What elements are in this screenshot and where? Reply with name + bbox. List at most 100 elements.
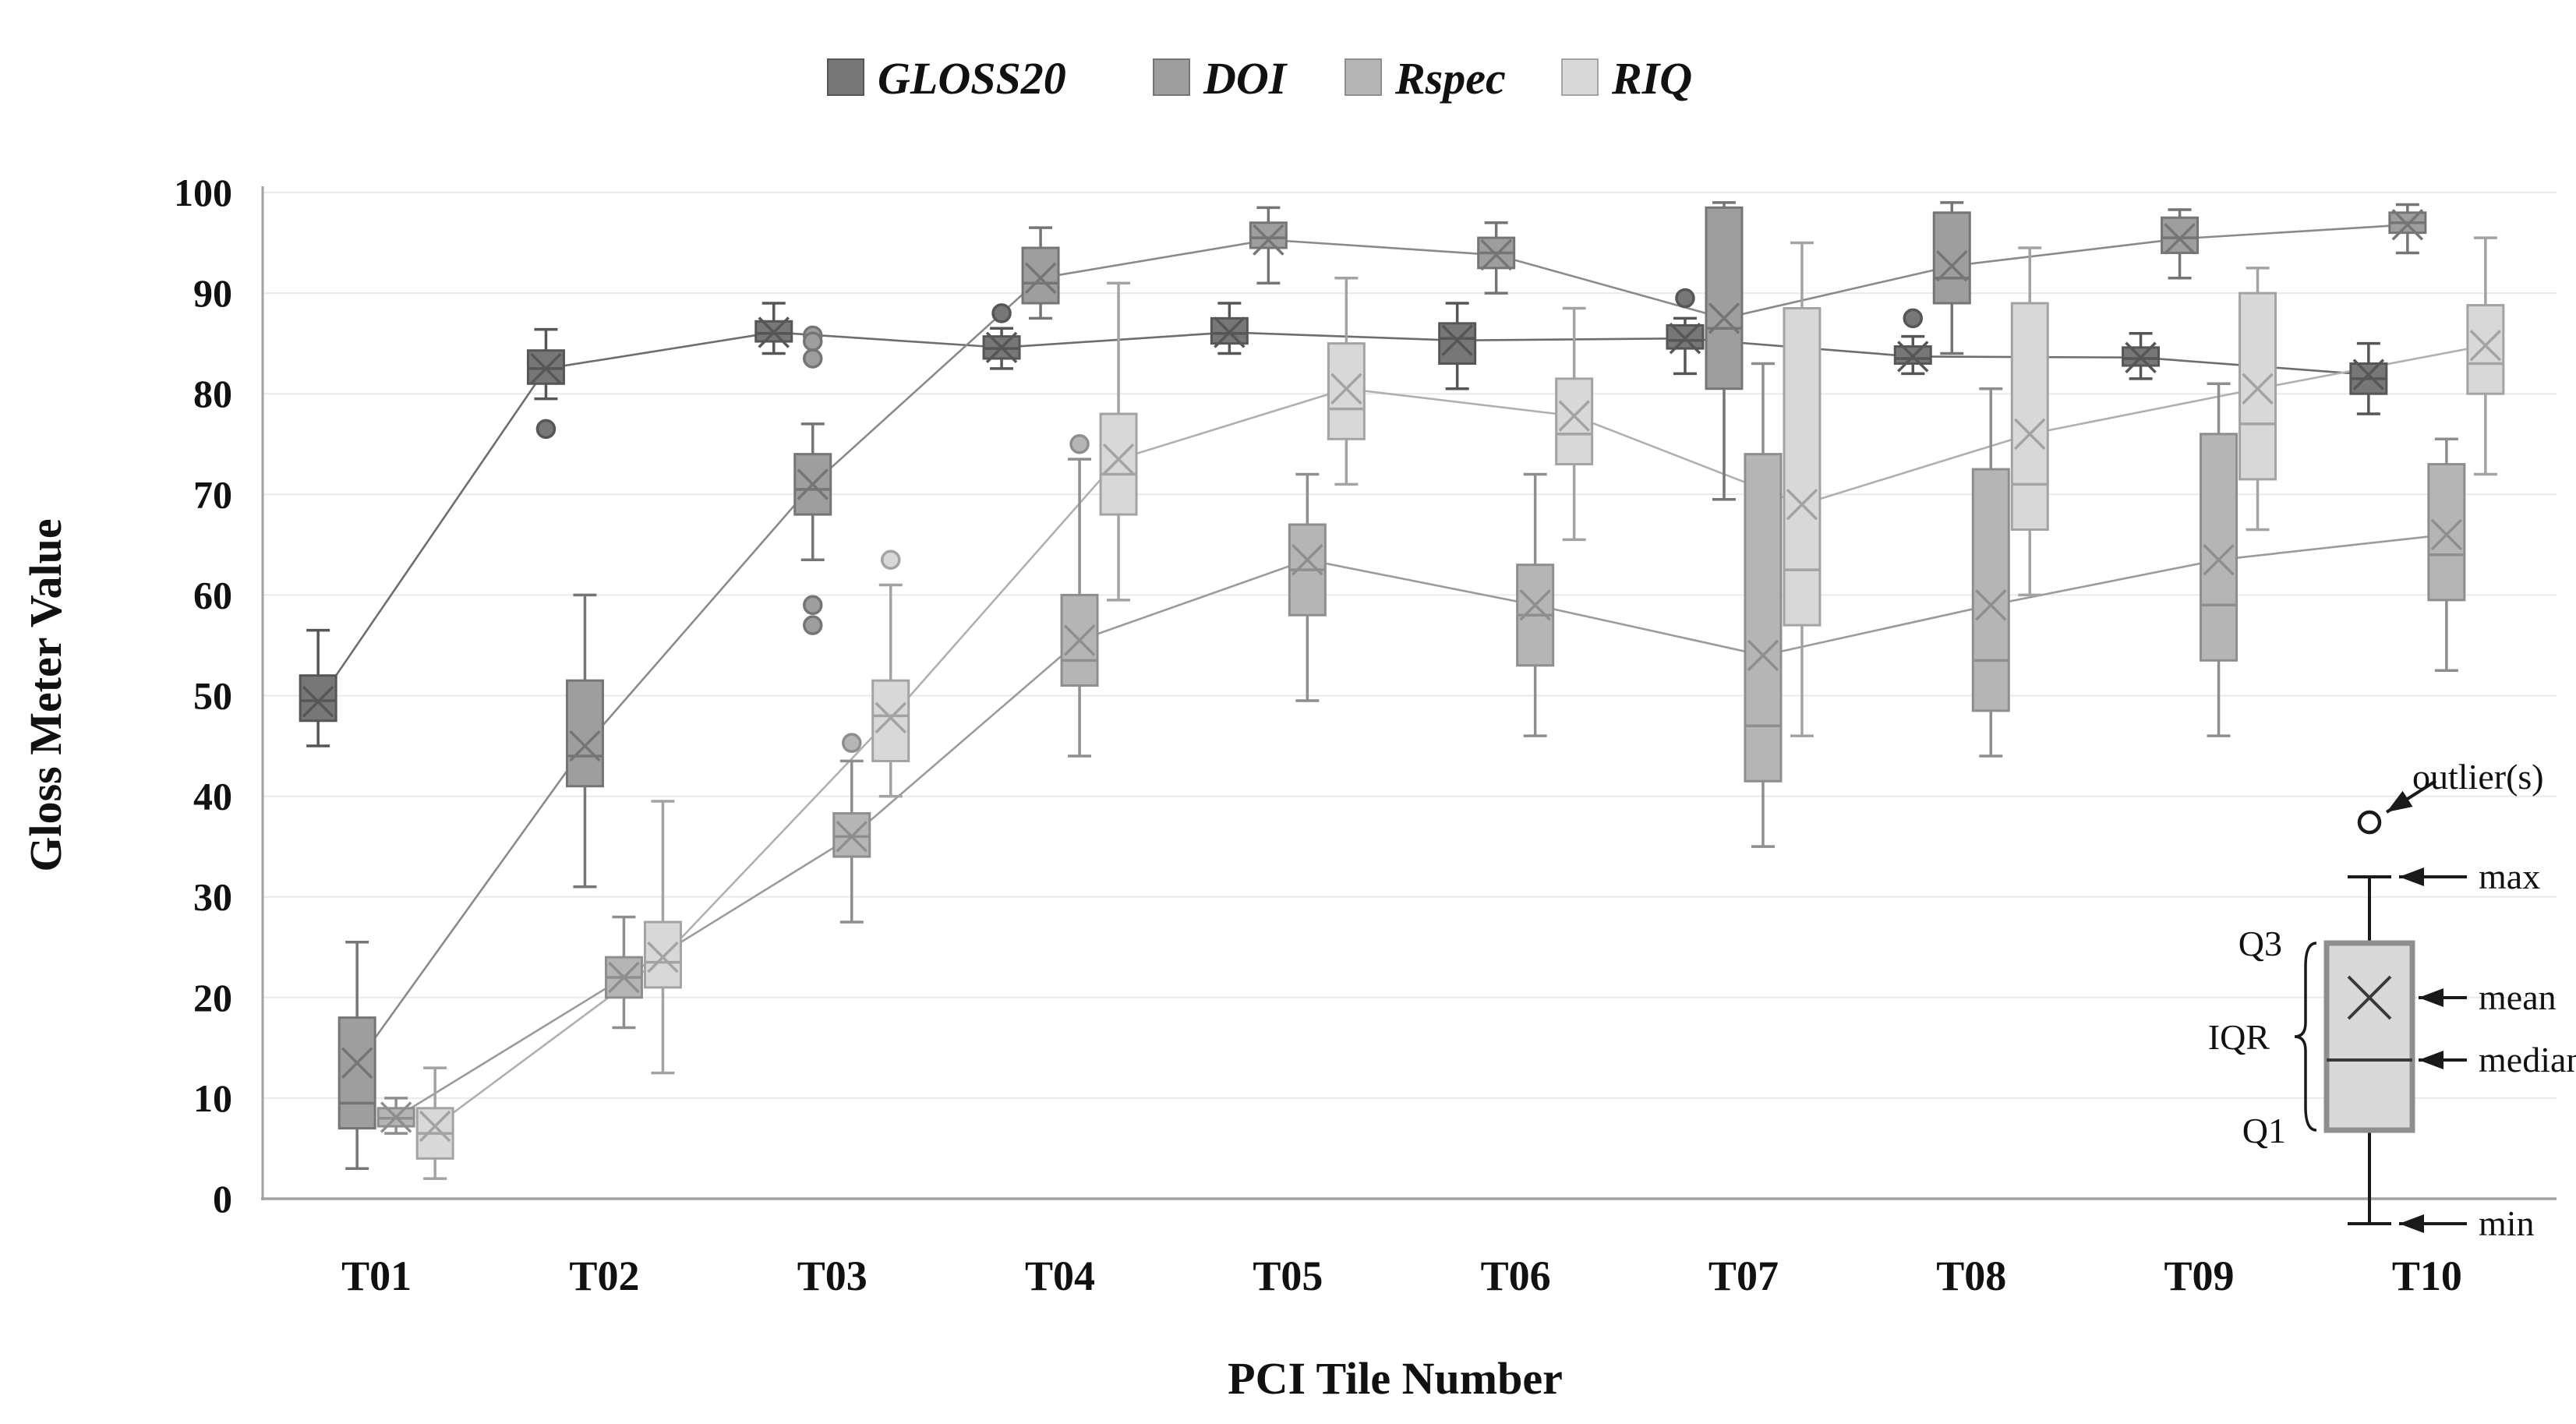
mean-x-mark bbox=[1330, 373, 1362, 405]
iqr-box bbox=[2161, 216, 2200, 254]
outlier-point bbox=[842, 733, 862, 753]
mean-x-mark bbox=[1102, 443, 1135, 475]
mean-x-mark bbox=[1897, 341, 1929, 373]
outlier-point bbox=[803, 595, 823, 616]
inset-outlier-ring bbox=[2357, 810, 2382, 835]
box-Rspec-T07 bbox=[1744, 362, 1783, 848]
box-Rspec-T01 bbox=[376, 1097, 415, 1135]
inset-mean-arrow-head bbox=[2419, 988, 2443, 1007]
iqr-box bbox=[1783, 306, 1822, 627]
mean-x-mark bbox=[1292, 543, 1323, 576]
y-tick-label-90: 90 bbox=[193, 271, 232, 315]
box-GLOSS20-T10 bbox=[2349, 341, 2388, 415]
mean-x-mark bbox=[2352, 359, 2385, 390]
box-DOI-T04 bbox=[1021, 226, 1060, 320]
outlier-point bbox=[991, 303, 1012, 323]
mean-x-mark bbox=[2430, 518, 2463, 551]
mean-x-mark bbox=[1253, 224, 1284, 256]
mean-line-Rspec bbox=[395, 533, 2447, 1118]
mean-x-mark bbox=[1975, 589, 2007, 621]
y-tick-label-30: 30 bbox=[193, 875, 232, 919]
inset-max-label: max bbox=[2479, 857, 2540, 896]
iqr-box bbox=[871, 679, 910, 762]
mean-x-mark bbox=[1936, 250, 1968, 282]
box-Rspec-T05 bbox=[1288, 472, 1327, 702]
box-Rspec-T09 bbox=[2200, 382, 2239, 737]
mean-x-mark bbox=[1063, 624, 1096, 656]
x-tick-label-T08: T08 bbox=[1936, 1253, 2006, 1299]
box-GLOSS20-T03 bbox=[754, 302, 793, 355]
y-tick-label-60: 60 bbox=[193, 573, 232, 617]
mean-line-RIQ bbox=[434, 344, 2486, 1128]
mean-x-mark bbox=[1024, 262, 1057, 294]
inset-min-label: min bbox=[2479, 1203, 2535, 1243]
y-tick-label-0: 0 bbox=[213, 1177, 232, 1221]
x-tick-label-T09: T09 bbox=[2164, 1253, 2235, 1299]
mean-x-mark bbox=[1669, 322, 1701, 355]
mean-x-mark bbox=[875, 701, 906, 734]
legend-item-GLOSS20: GLOSS20 bbox=[827, 53, 1066, 104]
mean-x-mark bbox=[380, 1101, 412, 1133]
iqr-box bbox=[1932, 211, 1971, 305]
legend: GLOSS20 DOI Rspec RIQ bbox=[827, 53, 1692, 104]
box-GLOSS20-T05 bbox=[1210, 302, 1249, 355]
gridlines bbox=[263, 192, 2557, 1099]
box-GLOSS20-T09 bbox=[2122, 331, 2161, 380]
mean-x-mark bbox=[1214, 316, 1246, 348]
box-RIQ-T08 bbox=[2010, 246, 2049, 597]
mean-x-mark bbox=[2469, 329, 2502, 362]
box-RIQ-T06 bbox=[1555, 306, 1594, 542]
y-tick-label-80: 80 bbox=[193, 372, 232, 415]
mean-x-mark bbox=[2164, 223, 2196, 255]
mean-x-mark bbox=[2242, 373, 2274, 405]
mean-x-mark bbox=[647, 941, 679, 973]
x-tick-label-T04: T04 bbox=[1025, 1253, 1095, 1299]
mean-connector-lines bbox=[317, 224, 2486, 1128]
box-GLOSS20-T02 bbox=[526, 327, 565, 440]
iqr-box bbox=[1705, 206, 1744, 390]
box-DOI-T05 bbox=[1249, 206, 1288, 284]
mean-x-mark bbox=[2125, 341, 2157, 373]
iqr-box bbox=[1021, 246, 1060, 305]
x-tick-label-T10: T10 bbox=[2392, 1253, 2462, 1299]
mean-x-mark bbox=[2014, 418, 2046, 451]
legend-label-GLOSS20: GLOSS20 bbox=[878, 53, 1066, 104]
y-axis-title: Gloss Meter Value bbox=[20, 518, 71, 871]
box-Rspec-T03 bbox=[832, 733, 871, 924]
outlier-point bbox=[1903, 308, 1923, 329]
box-DOI-T08 bbox=[1932, 201, 1971, 355]
inset-min-arrow-head bbox=[2399, 1214, 2424, 1233]
iqr-box bbox=[1327, 342, 1366, 440]
x-tick-label-T05: T05 bbox=[1253, 1253, 1323, 1299]
y-tick-label-50: 50 bbox=[193, 674, 232, 718]
mean-x-mark bbox=[758, 316, 790, 348]
y-tick-label-70: 70 bbox=[193, 472, 232, 516]
x-tick-label-T03: T03 bbox=[797, 1253, 868, 1299]
iqr-box bbox=[2010, 302, 2049, 531]
legend-swatch-GLOSS20 bbox=[827, 58, 864, 96]
box-RIQ-T10 bbox=[2466, 236, 2505, 476]
inset-outliers-label: outlier(s) bbox=[2412, 757, 2544, 797]
mean-x-mark bbox=[608, 961, 640, 994]
box-DOI-T07 bbox=[1705, 201, 1744, 501]
iqr-box bbox=[1744, 453, 1783, 783]
box-DOI-T09 bbox=[2161, 208, 2200, 280]
box-DOI-T03 bbox=[793, 325, 832, 635]
box-RIQ-T07 bbox=[1783, 241, 1822, 737]
inset-median-label: median bbox=[2479, 1040, 2576, 1079]
y-tick-label-100: 100 bbox=[174, 171, 232, 214]
outlier-point bbox=[803, 348, 823, 369]
inset-max-arrow-head bbox=[2399, 867, 2424, 886]
outlier-point bbox=[535, 419, 557, 440]
box-GLOSS20-T06 bbox=[1438, 302, 1477, 390]
box-DOI-T06 bbox=[1477, 221, 1516, 295]
mean-x-mark bbox=[530, 352, 562, 385]
mean-x-mark bbox=[2391, 209, 2424, 241]
mean-x-mark bbox=[419, 1110, 451, 1143]
box-Rspec-T08 bbox=[1971, 387, 2010, 758]
mean-x-mark bbox=[1441, 324, 1473, 357]
mean-x-mark bbox=[797, 468, 829, 500]
legend-item-DOI: DOI bbox=[1153, 53, 1288, 104]
legend-label-Rspec: Rspec bbox=[1394, 53, 1506, 104]
